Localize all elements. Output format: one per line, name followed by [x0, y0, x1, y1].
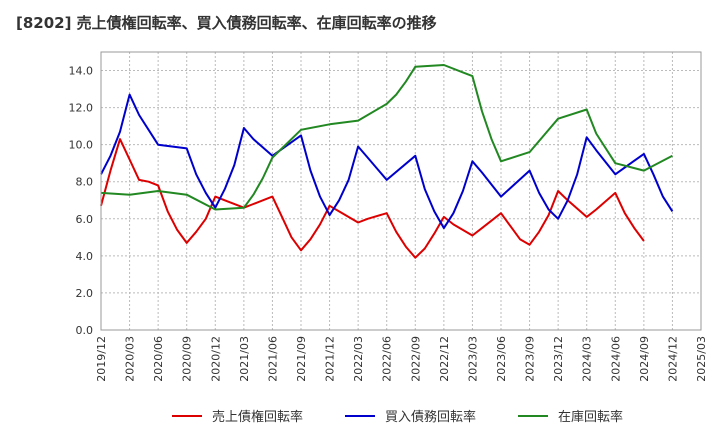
- x-tick-label: 2021/03: [238, 336, 251, 382]
- series-line-sales-receivables: [100, 138, 645, 259]
- series-lines: [100, 64, 674, 259]
- grid: [100, 52, 702, 331]
- x-tick-label: 2022/03: [352, 336, 365, 382]
- x-tick-label: 2019/12: [95, 336, 108, 382]
- y-tick-label: 6.0: [76, 213, 94, 226]
- x-axis-ticks: 2019/12 2020/03 2020/06 2020/09 2020/12 2021/…: [95, 336, 708, 382]
- x-tick-label: 2024/09: [638, 336, 651, 382]
- x-tick-label: 2022/12: [438, 336, 451, 382]
- legend: 売上債権回転率 買入債務回転率 在庫回転率: [0, 400, 720, 430]
- legend-item-payables: 買入債務回転率: [345, 406, 476, 425]
- x-tick-label: 2021/06: [266, 336, 279, 382]
- x-tick-label: 2025/03: [695, 336, 708, 382]
- x-tick-label: 2020/03: [124, 336, 137, 382]
- x-tick-label: 2023/03: [466, 336, 479, 382]
- legend-item-inventory: 在庫回転率: [518, 406, 623, 425]
- x-tick-label: 2024/06: [609, 336, 622, 382]
- x-tick-label: 2020/12: [209, 336, 222, 382]
- y-tick-label: 14.0: [69, 65, 94, 78]
- x-tick-label: 2023/09: [524, 336, 537, 382]
- x-tick-label: 2020/06: [152, 336, 165, 382]
- legend-label: 買入債務回転率: [385, 410, 477, 425]
- y-tick-label: 2.0: [76, 287, 94, 300]
- legend-swatch: [518, 414, 548, 417]
- x-tick-label: 2023/12: [552, 336, 565, 382]
- x-tick-label: 2024/12: [666, 336, 679, 382]
- legend-swatch: [172, 414, 202, 417]
- x-tick-label: 2020/09: [181, 336, 194, 382]
- y-axis-ticks: 0.0 2.0 4.0 6.0 8.0 10.0 12.0 14.0: [69, 65, 94, 337]
- legend-label: 在庫回転率: [558, 410, 624, 425]
- y-tick-label: 12.0: [69, 102, 94, 115]
- y-tick-label: 4.0: [76, 250, 94, 263]
- plot-frame: [100, 51, 702, 331]
- series-line-inventory: [100, 64, 673, 211]
- x-tick-label: 2021/09: [295, 336, 308, 382]
- x-tick-label: 2022/09: [409, 336, 422, 382]
- y-tick-label: 8.0: [76, 176, 94, 189]
- legend-item-sales-receivables: 売上債権回転率: [172, 406, 303, 425]
- legend-label: 売上債権回転率: [212, 410, 304, 425]
- x-tick-label: 2024/03: [581, 336, 594, 382]
- x-tick-label: 2021/12: [324, 336, 337, 382]
- x-tick-label: 2022/06: [381, 336, 394, 382]
- series-line-payables: [100, 93, 674, 230]
- chart-title: [8202] 売上債権回転率、買入債務回転率、在庫回転率の推移: [16, 14, 437, 32]
- legend-swatch: [345, 414, 375, 417]
- y-tick-label: 0.0: [76, 324, 94, 337]
- y-tick-label: 10.0: [69, 139, 94, 152]
- x-tick-label: 2023/06: [495, 336, 508, 382]
